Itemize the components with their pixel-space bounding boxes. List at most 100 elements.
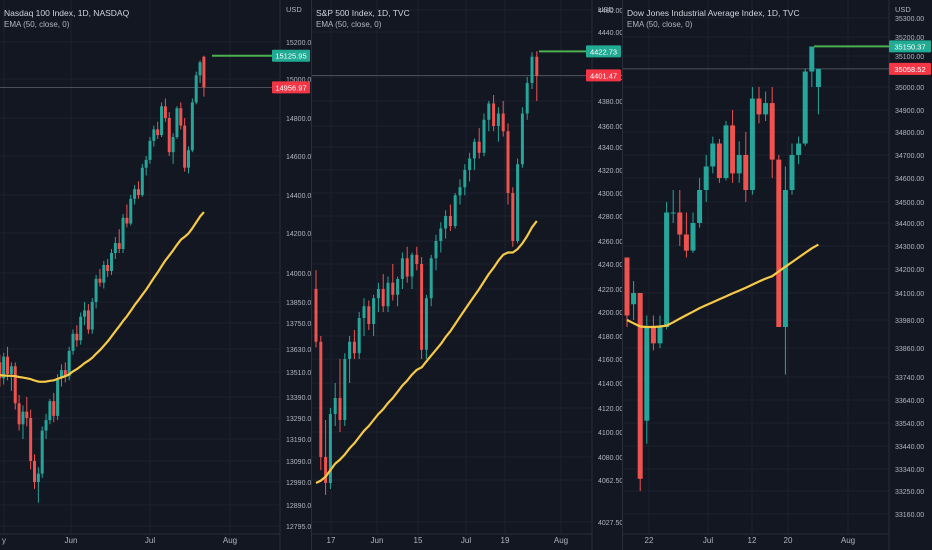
candle-up [453,195,457,226]
x-tick-label: Jun [65,536,78,545]
price-label-text: 35150.37 [894,42,925,51]
candle-up [113,243,117,253]
candle-down [492,103,496,126]
candle-down [637,293,643,479]
candle-down [75,333,79,341]
candle-up [21,411,25,425]
y-tick-label: 4340.00 [598,145,622,152]
y-tick-label: 33980.00 [895,318,924,325]
x-tick-label: 22 [645,536,654,545]
y-tick-label: 4300.00 [598,191,622,198]
candle-down [13,366,17,404]
candle-up [690,223,696,251]
candle-up [736,155,742,174]
y-tick-label: 4220.00 [598,287,622,294]
x-tick-label: 15 [414,536,423,545]
candle-down [314,289,318,342]
y-tick-label: 15200.00 [286,40,311,47]
y-tick-label: 4140.00 [598,381,622,388]
candle-up [424,298,428,350]
sp500-chart: 4460.004440.004400.004380.004360.004340.… [312,0,622,550]
candle-up [386,282,390,307]
nasdaq-indicator-label: EMA (50, close, 0) [4,20,70,29]
x-tick-label: Jun [371,536,384,545]
candle-down [415,254,419,264]
x-tick-label: Aug [841,536,855,545]
y-tick-label: 4380.00 [598,99,622,106]
currency-label: USD [895,5,911,14]
y-tick-label: 4440.00 [598,30,622,37]
y-tick-label: 4180.00 [598,334,622,341]
candle-up [152,129,156,141]
y-tick-label: 4080.00 [598,455,622,462]
sp500-pane[interactable]: 4460.004440.004400.004380.004360.004340.… [312,0,622,550]
y-tick-label: 33250.00 [895,489,924,496]
y-tick-label: 33440.00 [895,444,924,451]
high-price-label [272,49,310,62]
nasdaq-pane[interactable]: 15200.00 15000.00 14800.00 14600.00 14400.00… [0,0,311,550]
y-tick-label: 4240.00 [598,262,622,269]
y-tick-label: 34500.00 [895,200,924,207]
candle-up [160,106,164,136]
y-tick-label: 4460.00 [598,8,622,15]
candle-down [756,98,762,115]
candle-up [171,137,175,153]
nasdaq-title: Nasdaq 100 Index, 1D, NASDAQ [4,8,130,18]
candle-up [657,327,663,344]
candle-down [338,398,342,420]
candle-down [6,356,10,375]
y-tick-label: 33740.00 [895,375,924,382]
candle-up [362,306,366,318]
candle-up [357,318,361,354]
candle-down [391,282,395,295]
candle-up [444,216,448,229]
ema-line [315,220,538,484]
candle-up [809,46,815,72]
y-tick-label: 4100.00 [598,430,622,437]
candle-up [782,190,788,327]
pane-separator[interactable] [311,0,312,550]
candle-up [56,378,60,416]
candle-down [98,278,102,283]
candle-down [776,159,782,327]
y-tick-label: 14400.00 [286,193,311,200]
candle-down [506,131,510,193]
candle-up [83,310,87,317]
candle-up [187,150,190,168]
candle-down [202,56,206,88]
candle-up [710,143,716,167]
pane-separator[interactable] [622,0,623,550]
candle-up [644,327,650,421]
candle-down [352,341,356,354]
y-tick-label: 33540.00 [895,421,924,428]
y-tick-label: 14600.00 [286,154,311,161]
candle-up [400,258,404,279]
candle-up [190,102,194,151]
candle-down [650,327,656,344]
candle-up [59,370,63,379]
candle-up [121,217,125,249]
sp500-indicator-label: EMA (50, close, 0) [316,20,382,29]
dow-pane[interactable]: 35300.00 35200.00 35100.00 35000.00 34900.00… [623,0,932,550]
candle-up [44,420,48,431]
y-tick-label: 34400.00 [895,221,924,228]
candle-up [482,119,486,153]
candle-up [670,212,676,214]
y-tick-label: 34900.00 [895,108,924,115]
price-label-text: 4422.73 [590,47,617,56]
candle-up [67,350,71,377]
candle-up [129,198,133,224]
x-tick-label: Aug [223,536,237,545]
candle-up [802,71,808,144]
candle-down [179,108,183,126]
candle-up [516,164,520,241]
candle-up [110,253,113,271]
x-tick-label: 17 [327,536,336,545]
candle-down [381,289,385,307]
y-tick-label: 33640.00 [895,398,924,405]
candle-up [79,316,83,341]
y-tick-label: 13510.00 [286,370,311,377]
candle-down [106,265,110,271]
y-tick-label: 4200.00 [598,310,622,317]
candle-up [434,241,438,259]
